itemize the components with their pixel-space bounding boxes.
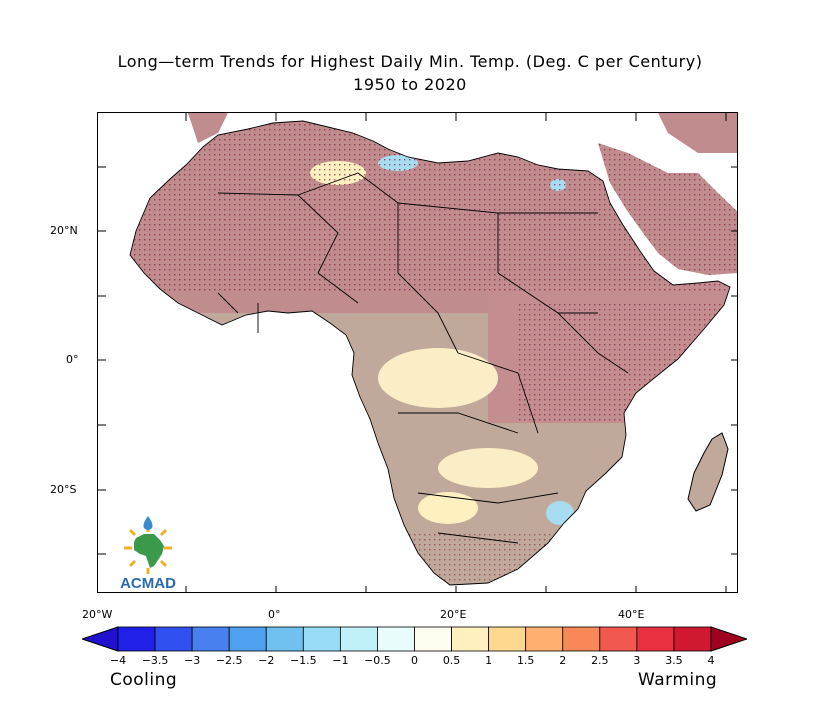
colorbar-swatch [191, 626, 230, 652]
colorbar-tick-label: −1 [332, 654, 349, 667]
africa-silhouette-icon [134, 534, 164, 568]
lat-label-20s: 20°S [50, 483, 77, 496]
lat-label-0: 0° [66, 353, 79, 366]
colorbar-swatch [228, 626, 267, 652]
frame-ticks [98, 113, 737, 592]
warming-label: Warming [638, 670, 718, 690]
lat-label-20n: 20°N [50, 224, 78, 237]
lon-label-0: 0° [268, 608, 281, 621]
colorbar-tick-label: 0 [411, 654, 418, 667]
colorbar-swatch [302, 626, 341, 652]
cooling-label: Cooling [110, 670, 178, 690]
colorbar-tick-label: −4 [109, 654, 127, 667]
lon-label-20e: 20°E [440, 608, 467, 621]
colorbar-tick-label: 1 [485, 654, 493, 667]
colorbar-swatch [377, 626, 415, 652]
colorbar-swatch [154, 626, 193, 652]
colorbar-tick-label: 2 [559, 654, 567, 667]
colorbar-swatch [562, 626, 601, 652]
colorbar-swatch [414, 626, 452, 652]
madagascar [687, 432, 729, 512]
acmad-logo: ACMAD [108, 512, 188, 592]
colorbar-tick-label: 3 [633, 654, 641, 667]
colorbar-tick-label: −2 [258, 654, 275, 667]
acmad-logo-graphic: ACMAD [120, 516, 176, 592]
colorbar-tick-label: −1.5 [289, 654, 317, 667]
colorbar-tick-label: 1.5 [516, 654, 535, 667]
colorbar-tick-label: 4 [707, 654, 715, 667]
colorbar-swatch [488, 626, 527, 652]
colorbar-swatch [673, 626, 712, 652]
sun-rays-icon [124, 524, 172, 574]
colorbar-tick-label: −3.5 [141, 654, 169, 667]
colorbar-high-arrow [710, 626, 749, 652]
colorbar-tick-label: 2.5 [591, 654, 609, 667]
colorbar-tick-label: −3 [184, 654, 201, 667]
colorbar-swatch [117, 626, 156, 652]
colorbar-tick-label: −2.5 [215, 654, 243, 667]
colorbar-low-arrow [80, 626, 119, 652]
colorbar-swatch [525, 626, 564, 652]
colorbar-tick-label: 3.5 [665, 654, 683, 667]
map-panel [97, 112, 738, 593]
lon-label-20w: 20°W [82, 608, 113, 621]
colorbar-swatch [599, 626, 638, 652]
acmad-logo-text: ACMAD [120, 575, 176, 592]
lon-label-40e: 40°E [618, 608, 645, 621]
africa-map [98, 113, 737, 592]
country-borders [129, 120, 731, 586]
colorbar-swatch [636, 626, 675, 652]
colorbar-swatch [265, 626, 304, 652]
colorbar-tick-label: −0.5 [364, 654, 391, 667]
map-subtitle: 1950 to 2020 [353, 75, 467, 94]
map-title: Long—term Trends for Highest Daily Min. … [117, 52, 703, 71]
colorbar-swatch [451, 626, 490, 652]
colorbar [80, 626, 749, 656]
colorbar-tick-label: 0.5 [442, 654, 461, 667]
colorbar-graphic [80, 626, 749, 652]
colorbar-swatch [339, 626, 378, 652]
water-drop-icon [143, 516, 153, 530]
